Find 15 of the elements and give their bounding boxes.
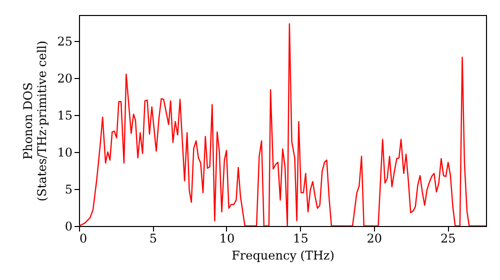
x-tick-label: 0 xyxy=(80,232,88,246)
y-tick-label: 0 xyxy=(64,220,72,234)
y-tick-label: 15 xyxy=(57,108,72,122)
line-series xyxy=(79,23,486,226)
x-tick-label: 10 xyxy=(219,232,235,246)
y-axis-title: Phonon DOS (States/THz·primitive cell) xyxy=(21,40,50,202)
x-tick-label: 5 xyxy=(149,232,158,246)
x-axis-title: Frequency (THz) xyxy=(232,248,334,262)
y-tick-label: 25 xyxy=(57,34,72,48)
y-tick-label: 20 xyxy=(57,71,72,86)
x-tick-label: 15 xyxy=(293,232,308,246)
y-tick-label: 10 xyxy=(57,145,72,160)
x-tick-label: 25 xyxy=(440,232,456,246)
x-tick-label: 20 xyxy=(366,232,382,246)
y-tick-label: 5 xyxy=(64,182,72,196)
